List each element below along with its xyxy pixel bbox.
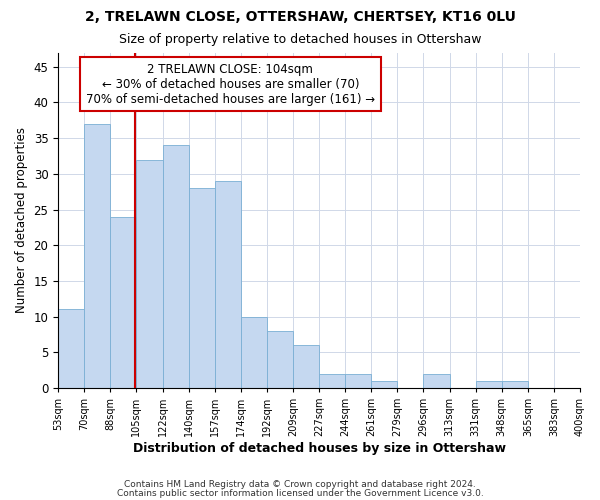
Text: Size of property relative to detached houses in Ottershaw: Size of property relative to detached ho… [119,32,481,46]
Bar [476,381,502,388]
Bar [267,331,293,388]
Y-axis label: Number of detached properties: Number of detached properties [15,127,28,313]
Bar [241,316,267,388]
X-axis label: Distribution of detached houses by size in Ottershaw: Distribution of detached houses by size … [133,442,506,455]
Bar [345,374,371,388]
Bar [424,374,449,388]
Text: 2 TRELAWN CLOSE: 104sqm
← 30% of detached houses are smaller (70)
70% of semi-de: 2 TRELAWN CLOSE: 104sqm ← 30% of detache… [86,62,375,106]
Bar [319,374,345,388]
Bar [215,181,241,388]
Bar [371,381,397,388]
Bar [58,310,84,388]
Bar [188,188,215,388]
Bar [502,381,528,388]
Text: Contains public sector information licensed under the Government Licence v3.0.: Contains public sector information licen… [116,488,484,498]
Bar [110,216,136,388]
Bar [84,124,110,388]
Bar [163,146,188,388]
Text: Contains HM Land Registry data © Crown copyright and database right 2024.: Contains HM Land Registry data © Crown c… [124,480,476,489]
Bar [293,345,319,388]
Text: 2, TRELAWN CLOSE, OTTERSHAW, CHERTSEY, KT16 0LU: 2, TRELAWN CLOSE, OTTERSHAW, CHERTSEY, K… [85,10,515,24]
Bar [136,160,163,388]
